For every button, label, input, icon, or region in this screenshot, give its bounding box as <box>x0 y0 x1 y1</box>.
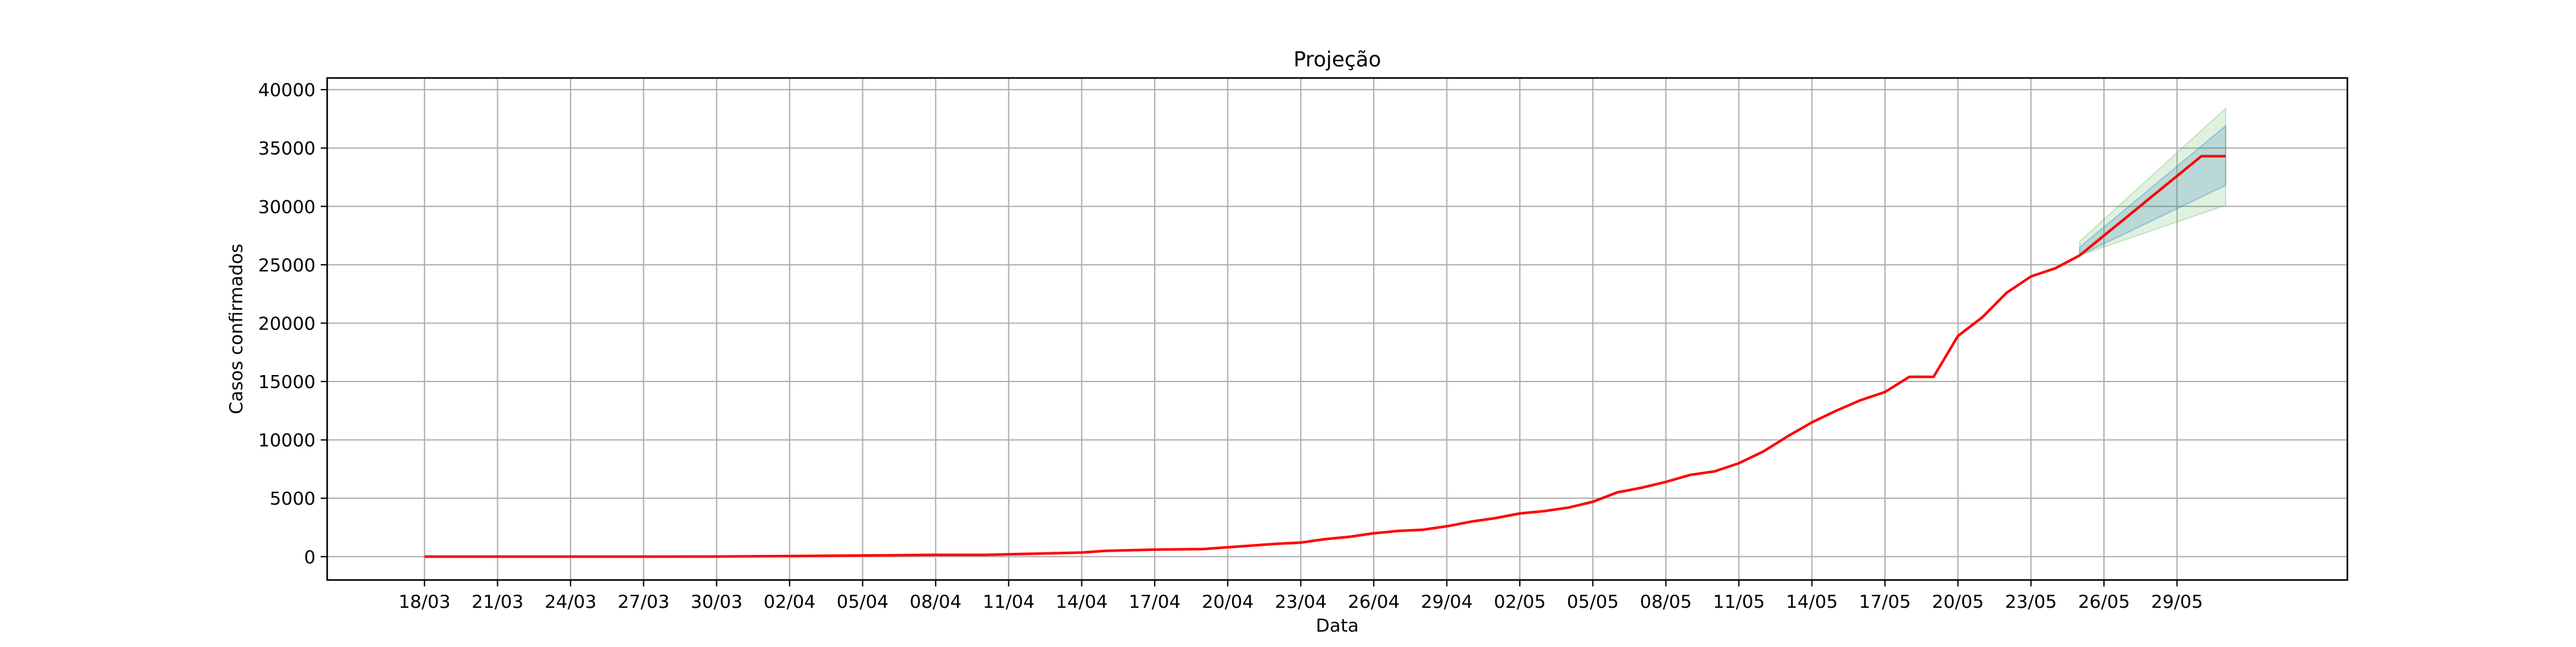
y-tick-label: 35000 <box>258 138 316 159</box>
x-tick-label: 18/03 <box>399 591 451 612</box>
x-tick-label: 20/05 <box>1932 591 1984 612</box>
confidence-bands <box>2079 106 2227 256</box>
x-tick-label: 24/03 <box>545 591 597 612</box>
x-tick-label: 23/04 <box>1274 591 1327 612</box>
x-tick-label: 05/04 <box>837 591 889 612</box>
x-tick-label: 11/04 <box>983 591 1035 612</box>
y-axis-label: Casos confirmados <box>225 244 247 414</box>
y-tick-label: 15000 <box>258 371 316 392</box>
x-axis-label: Data <box>1316 615 1359 636</box>
x-tick-label: 17/05 <box>1859 591 1911 612</box>
x-tick-label: 29/05 <box>2151 591 2203 612</box>
x-axis: 18/03 21/03 24/03 27/03 30/03 02/04 05/04 08/04… <box>399 580 2203 612</box>
x-tick-label: 11/05 <box>1713 591 1765 612</box>
x-tick-label: 14/04 <box>1056 591 1108 612</box>
x-tick-label: 21/03 <box>471 591 524 612</box>
y-tick-label: 10000 <box>258 430 316 451</box>
x-tick-label: 08/04 <box>910 591 962 612</box>
x-tick-label: 20/04 <box>1202 591 1254 612</box>
series-line <box>424 155 2226 558</box>
y-tick-label: 40000 <box>258 79 316 101</box>
y-tick-label: 20000 <box>258 313 316 334</box>
x-tick-label: 14/05 <box>1786 591 1838 612</box>
y-tick-label: 5000 <box>270 488 316 509</box>
y-tick-label: 30000 <box>258 196 316 217</box>
x-tick-label: 30/03 <box>690 591 743 612</box>
y-tick-label: 0 <box>304 546 316 568</box>
series <box>424 155 2226 558</box>
x-tick-label: 02/04 <box>764 591 816 612</box>
grid <box>327 78 2347 580</box>
x-tick-label: 26/04 <box>1348 591 1400 612</box>
x-tick-label: 17/04 <box>1129 591 1181 612</box>
x-tick-label: 08/05 <box>1640 591 1692 612</box>
plot-frame <box>326 77 2349 581</box>
x-tick-label: 26/05 <box>2078 591 2130 612</box>
x-tick-label: 29/04 <box>1421 591 1473 612</box>
chart-title: Projeção <box>1293 47 1381 72</box>
x-tick-label: 02/05 <box>1494 591 1546 612</box>
y-axis: 0 5000 10000 15000 20000 25000 30000 35000 40000 <box>258 79 327 568</box>
confidence-band <box>2079 124 2227 256</box>
x-tick-label: 27/03 <box>618 591 670 612</box>
x-tick-label: 23/05 <box>2005 591 2057 612</box>
confidence-band <box>2079 106 2227 256</box>
y-tick-label: 25000 <box>258 255 316 276</box>
x-tick-label: 05/05 <box>1567 591 1619 612</box>
